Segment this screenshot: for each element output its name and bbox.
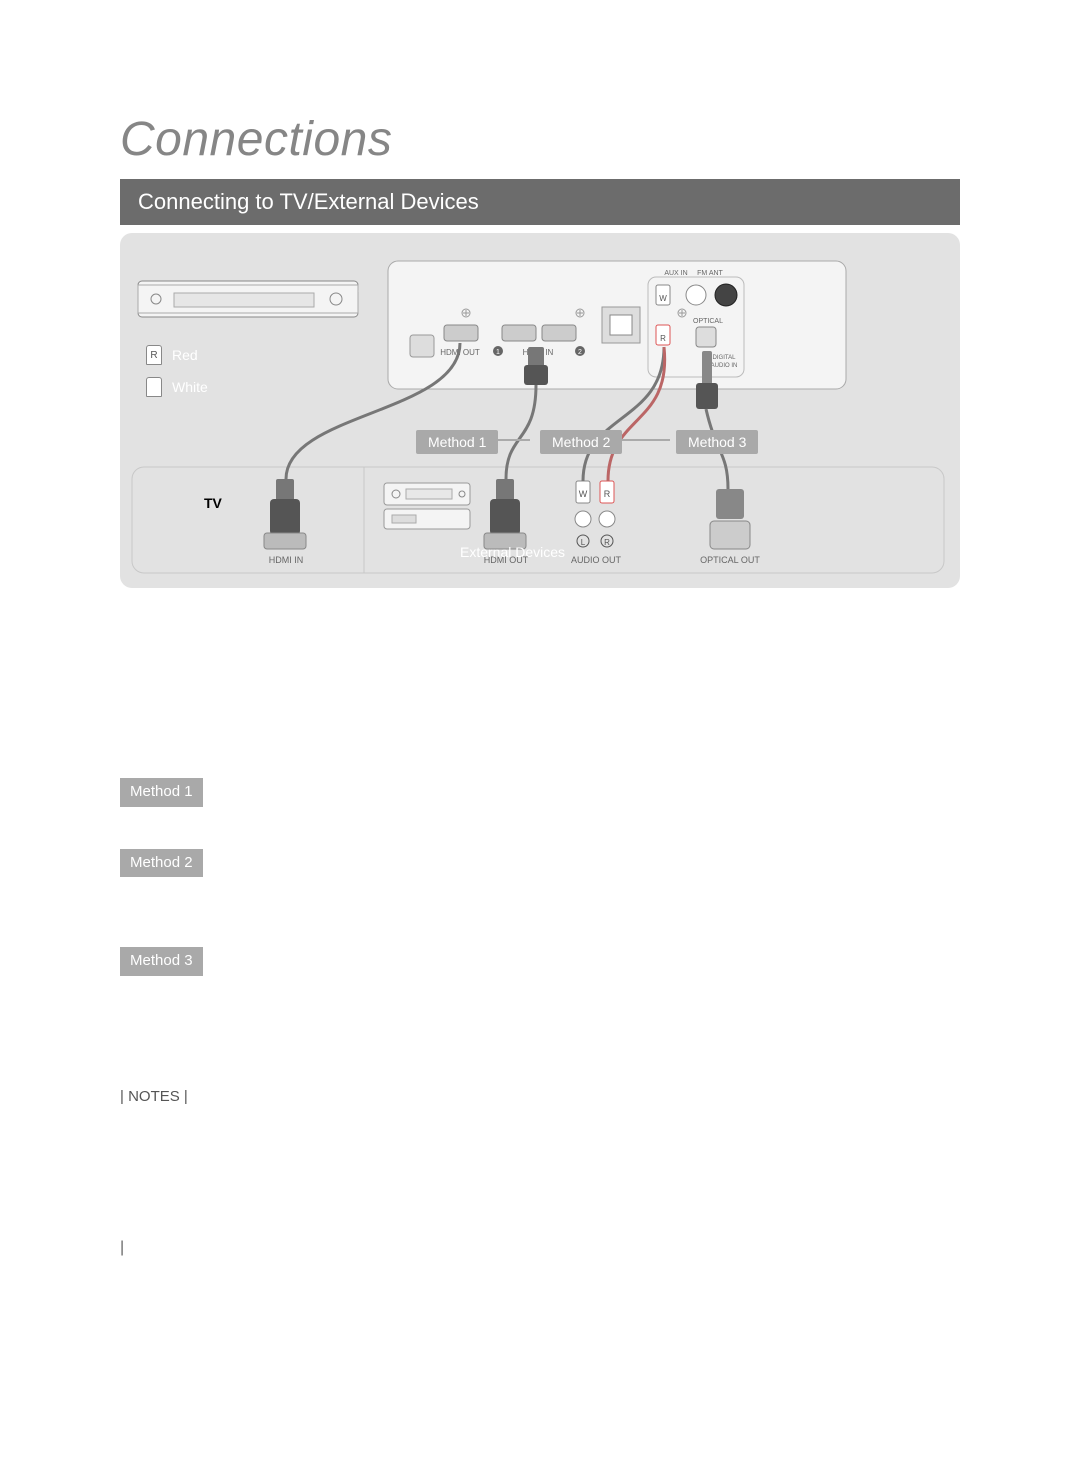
external-devices-label: External Devices	[460, 545, 565, 560]
diagram-method1-tag: Method 1	[416, 430, 498, 454]
svg-text:L: L	[581, 538, 586, 547]
method1-label: Method 1	[120, 778, 203, 807]
svg-text:R: R	[660, 334, 666, 343]
svg-text:1: 1	[496, 349, 500, 356]
page-divider: |	[120, 1236, 960, 1260]
svg-text:FM ANT: FM ANT	[697, 270, 723, 277]
method3-label: Method 3	[120, 947, 203, 976]
body-text: Method 1 Method 2 Method 3 | NOTES | |	[120, 618, 960, 1260]
svg-text:AUDIO IN: AUDIO IN	[711, 363, 738, 369]
svg-text:R: R	[604, 538, 610, 547]
notes-heading: | NOTES |	[120, 1086, 960, 1109]
plug-red-icon: R	[146, 345, 162, 365]
diagram-method3-tag: Method 3	[676, 430, 758, 454]
connection-diagram: HDMI OUT HDMI IN 1 2 W R AUX IN FM ANT O…	[120, 233, 960, 588]
diagram-method2-tag: Method 2	[540, 430, 622, 454]
section-header: Connecting to TV/External Devices	[120, 179, 960, 225]
svg-text:2: 2	[578, 349, 582, 356]
svg-text:HDMI IN: HDMI IN	[269, 555, 304, 565]
tv-label: TV	[204, 495, 222, 511]
page-title: Connections	[120, 112, 960, 167]
svg-text:AUDIO OUT: AUDIO OUT	[571, 555, 622, 565]
svg-text:OPTICAL: OPTICAL	[693, 318, 723, 325]
svg-text:AUX IN: AUX IN	[664, 270, 687, 277]
legend: R Red White	[146, 339, 208, 403]
svg-text:R: R	[604, 489, 611, 499]
svg-text:W: W	[579, 489, 588, 499]
plug-white-icon	[146, 377, 162, 397]
svg-text:OPTICAL OUT: OPTICAL OUT	[700, 555, 760, 565]
legend-red: Red	[172, 347, 198, 363]
legend-white: White	[172, 379, 208, 395]
method2-label: Method 2	[120, 849, 203, 878]
svg-text:DIGITAL: DIGITAL	[713, 355, 737, 361]
svg-text:W: W	[659, 294, 667, 303]
